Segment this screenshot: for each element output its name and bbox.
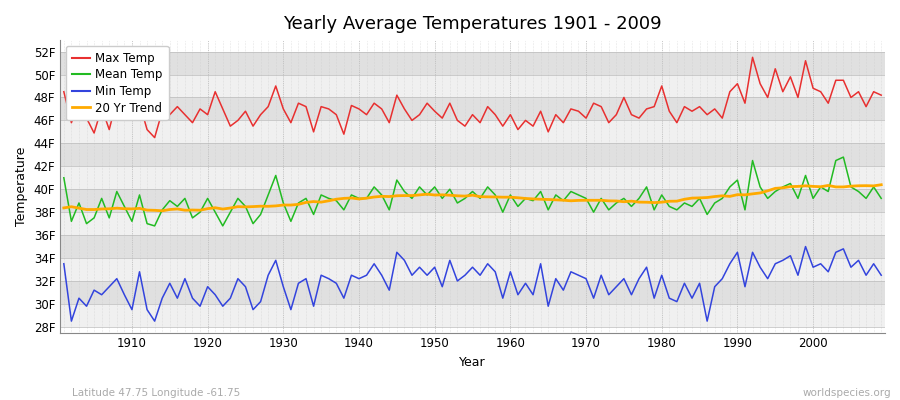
Bar	[60, 52, 885, 74]
Bar	[60, 74, 885, 98]
Bar	[60, 98, 885, 120]
Title: Yearly Average Temperatures 1901 - 2009: Yearly Average Temperatures 1901 - 2009	[284, 15, 662, 33]
Bar	[60, 166, 885, 189]
Y-axis label: Temperature: Temperature	[15, 147, 28, 226]
Legend: Max Temp, Mean Temp, Min Temp, 20 Yr Trend: Max Temp, Mean Temp, Min Temp, 20 Yr Tre…	[66, 46, 168, 120]
Bar	[60, 143, 885, 166]
Bar	[60, 258, 885, 281]
Text: Latitude 47.75 Longitude -61.75: Latitude 47.75 Longitude -61.75	[72, 388, 240, 398]
Bar	[60, 212, 885, 235]
Bar	[60, 235, 885, 258]
Bar	[60, 304, 885, 327]
Bar	[60, 120, 885, 143]
X-axis label: Year: Year	[459, 356, 486, 369]
Bar	[60, 281, 885, 304]
Bar	[60, 189, 885, 212]
Text: worldspecies.org: worldspecies.org	[803, 388, 891, 398]
